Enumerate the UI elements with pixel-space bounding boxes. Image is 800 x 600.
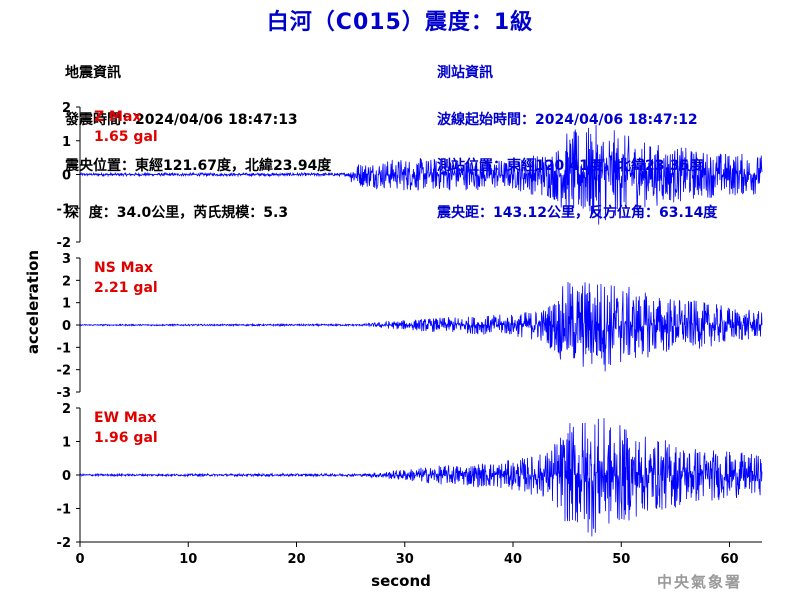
epicenter: 震央位置：東經121.67度，北緯23.94度: [65, 158, 332, 174]
x-tick-label: 10: [179, 552, 197, 567]
y-tick-label: 3: [62, 252, 71, 267]
distance-azimuth: 震央距：143.12公里，反方位角：63.14度: [437, 204, 718, 221]
peak-label-name: EW Max: [94, 410, 156, 426]
depth-magnitude: 深 度：34.0公里，芮氏規模：5.3: [65, 204, 289, 221]
peak-label-name: NS Max: [94, 260, 153, 276]
waveform-z: [79, 124, 763, 225]
station-info-heading: 測站資訊: [437, 65, 493, 81]
x-tick-label: 20: [287, 552, 305, 567]
trace-panel-ns: -3 -2 -1 0 1 2 3 NS Max 2.21 gal: [57, 252, 763, 401]
peak-label-value: 1.65 gal: [94, 129, 158, 145]
quake-info: 地震資訊 發震時間：2024/04/06 18:47:13 震央位置：東經121…: [65, 35, 331, 237]
y-tick-label: -1: [57, 202, 71, 217]
x-tick-label: 30: [396, 552, 414, 567]
y-tick-label: 0: [62, 169, 71, 184]
y-tick-label: -1: [57, 503, 71, 518]
y-tick-label: -2: [57, 236, 71, 251]
y-tick-label: 0: [62, 319, 71, 334]
y-tick-label: -3: [57, 386, 71, 401]
peak-label-value: 2.21 gal: [94, 280, 158, 296]
peak-label-value: 1.96 gal: [94, 430, 158, 446]
waveform-ew: [79, 418, 763, 537]
y-axis-label: acceleration: [24, 250, 42, 354]
y-tick-label: 1: [62, 297, 71, 312]
peak-label-name: Z Max: [94, 109, 141, 125]
x-tick-label: 0: [75, 552, 84, 567]
x-tick-label: 40: [504, 552, 522, 567]
y-tick-label: 2: [62, 274, 71, 289]
origin-time: 發震時間：2024/04/06 18:47:13: [65, 111, 298, 128]
waveform-ns: [79, 281, 763, 372]
y-tick-label: 1: [62, 135, 71, 150]
trace-panel-ew: -2 -1 0 1 2 EW Max 1.96 gal: [57, 402, 763, 551]
agency-footer: 中央氣象署: [657, 573, 743, 591]
chart-title: 白河（C015）震度：1級: [266, 10, 534, 35]
onset-time: 波線起始時間：2024/04/06 18:47:12: [437, 111, 698, 128]
y-tick-label: 2: [62, 402, 71, 417]
x-tick-label: 60: [720, 552, 738, 567]
y-tick-label: -2: [57, 536, 71, 551]
x-axis-label: second: [371, 572, 431, 590]
y-tick-label: 0: [62, 469, 71, 484]
y-tick-label: 1: [62, 436, 71, 451]
x-tick-label: 50: [612, 552, 630, 567]
quake-info-heading: 地震資訊: [65, 65, 121, 81]
y-tick-label: 2: [62, 101, 71, 116]
y-tick-label: -2: [57, 364, 71, 379]
trace-panel-z: -2 -1 0 1 2 Z Max 1.65 gal: [57, 101, 763, 251]
y-tick-label: -1: [57, 341, 71, 356]
